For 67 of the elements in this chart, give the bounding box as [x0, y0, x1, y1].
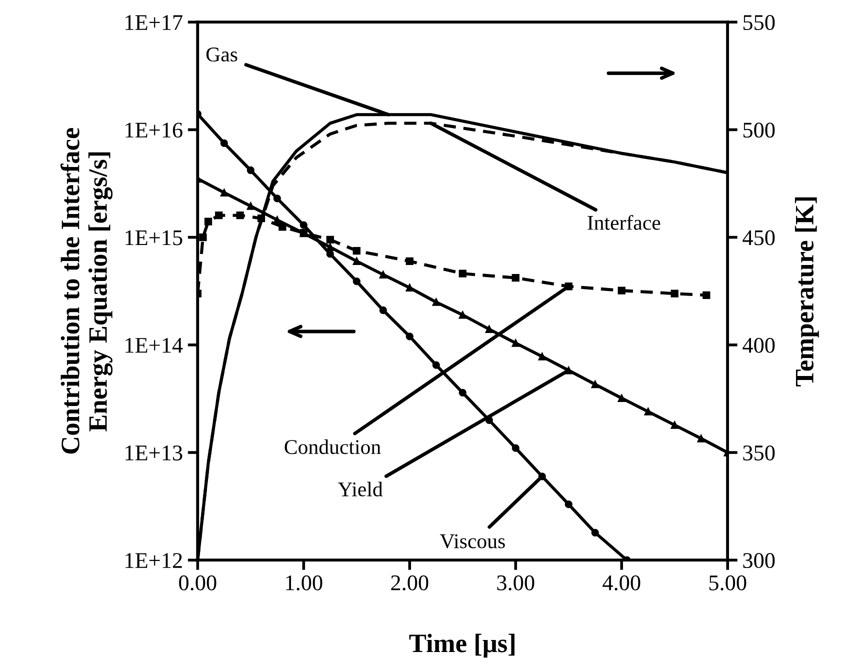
point — [591, 380, 599, 388]
y2-tick-label: 350 — [743, 445, 775, 460]
point — [564, 500, 572, 508]
y-tick-label: 1E+14 — [126, 338, 183, 353]
point — [702, 291, 710, 299]
point — [458, 270, 466, 278]
point — [644, 408, 652, 416]
point — [591, 528, 599, 536]
point — [246, 166, 254, 174]
point — [406, 284, 414, 292]
y2-tick-label: 300 — [743, 553, 775, 568]
point — [326, 250, 334, 258]
x-tick-label: 0.00 — [179, 575, 216, 590]
point — [246, 202, 254, 210]
point — [432, 298, 440, 306]
text: Gas — [206, 48, 238, 62]
y-tick-label: 1E+12 — [126, 553, 182, 568]
y-tick-label: 1E+16 — [126, 122, 182, 138]
point — [485, 325, 493, 334]
point — [512, 339, 520, 347]
point — [379, 270, 387, 278]
x-axis-title: Time [μs] — [409, 634, 514, 658]
x-tick-label: 3.00 — [497, 575, 534, 590]
text: Viscous — [440, 534, 505, 548]
point — [352, 246, 360, 255]
point — [273, 194, 281, 202]
text: Interface — [588, 214, 660, 230]
point — [406, 257, 414, 266]
y2-axis-title: Temperature [K] — [794, 197, 819, 386]
point — [379, 306, 387, 314]
x-tick-label: 2.00 — [391, 575, 428, 590]
point — [199, 233, 207, 242]
y-tick-label: 1E+17 — [126, 15, 182, 30]
point — [512, 274, 520, 282]
point — [618, 394, 626, 402]
point — [458, 388, 466, 396]
x-tick-label: 4.00 — [602, 575, 640, 590]
point — [215, 212, 223, 220]
point — [432, 361, 440, 369]
y-tick-label: 1E+15 — [126, 230, 182, 246]
point — [273, 216, 281, 224]
point — [670, 290, 678, 298]
y-tick-label: 1E+13 — [126, 446, 182, 460]
point — [352, 277, 360, 286]
x-tick-label: 1.00 — [286, 575, 322, 590]
point — [538, 352, 546, 360]
y2-tick-label: 500 — [743, 122, 775, 138]
y2-tick-label: 400 — [742, 338, 775, 353]
text: Yield — [338, 482, 383, 496]
text: Conduction — [284, 439, 381, 454]
point — [204, 218, 212, 226]
y2-tick-label: 450 — [742, 230, 775, 246]
point — [697, 434, 705, 442]
point — [670, 421, 678, 429]
y2-tick-label: 550 — [743, 15, 775, 30]
x-tick-label: 5.00 — [709, 575, 746, 590]
point — [220, 139, 228, 147]
point — [512, 444, 520, 452]
y-axis-title: Contribution to the Interface Energy Equation [ergs/s] — [60, 128, 113, 454]
point — [618, 286, 626, 294]
point — [236, 212, 244, 220]
point — [300, 221, 308, 229]
point — [352, 257, 360, 266]
point — [458, 311, 466, 319]
point — [220, 188, 228, 196]
point — [326, 236, 334, 244]
point — [406, 332, 414, 340]
